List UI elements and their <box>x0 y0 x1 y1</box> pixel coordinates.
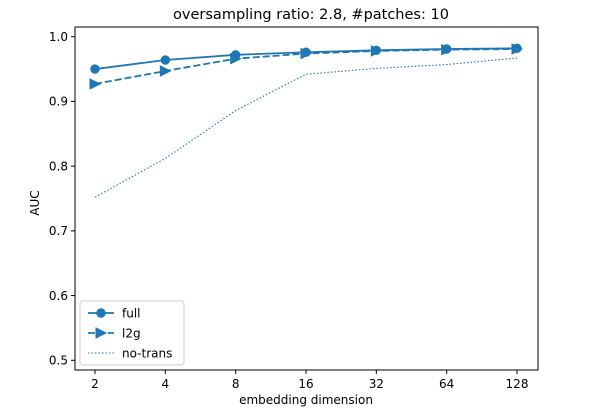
series-layer <box>89 43 524 198</box>
data-point-l2g <box>511 43 524 55</box>
legend-box <box>79 300 185 366</box>
x-tick-label: 4 <box>162 377 170 391</box>
x-tick-label: 16 <box>298 377 313 391</box>
y-axis-label: AUC <box>28 190 42 215</box>
x-tick-label: 64 <box>439 377 454 391</box>
data-point-l2g <box>89 78 102 90</box>
x-axis: 2 4 8 16 32 64 128 <box>91 370 528 391</box>
y-tick-label: 0.5 <box>49 354 68 368</box>
series-l2g <box>89 43 524 90</box>
x-tick-label: 8 <box>232 377 240 391</box>
series-no-trans <box>94 57 518 198</box>
data-point-l2g <box>230 52 242 65</box>
y-tick-label: 0.6 <box>49 289 68 303</box>
y-tick-label: 0.8 <box>49 159 68 173</box>
chart-title: oversampling ratio: 2.8, #patches: 10 <box>173 7 449 23</box>
x-tick-label: 2 <box>91 377 99 391</box>
data-point-full <box>90 64 100 74</box>
x-axis-label: embedding dimension <box>239 393 373 407</box>
y-tick-label: 0.7 <box>49 224 68 238</box>
series-line-no-trans <box>94 57 518 198</box>
x-tick-label: 128 <box>506 377 529 391</box>
legend-marker-l2g <box>95 327 108 339</box>
data-point-full <box>160 55 171 65</box>
legend-marker-full <box>96 308 106 318</box>
legend-label-full: full <box>122 306 141 320</box>
data-point-l2g <box>159 65 172 77</box>
legend: full l2g no-trans <box>79 300 185 366</box>
y-tick-label: 1.0 <box>49 30 68 44</box>
data-point-l2g <box>370 45 383 57</box>
legend-label-no-trans: no-trans <box>122 346 172 360</box>
data-point-l2g <box>441 43 453 56</box>
series-full <box>90 43 522 74</box>
legend-label-l2g: l2g <box>122 326 141 340</box>
y-tick-label: 0.9 <box>49 95 68 109</box>
x-tick-label: 32 <box>369 377 384 391</box>
data-point-l2g <box>300 47 313 60</box>
y-axis: 0.5 0.6 0.7 0.8 0.9 1.0 <box>49 30 75 368</box>
